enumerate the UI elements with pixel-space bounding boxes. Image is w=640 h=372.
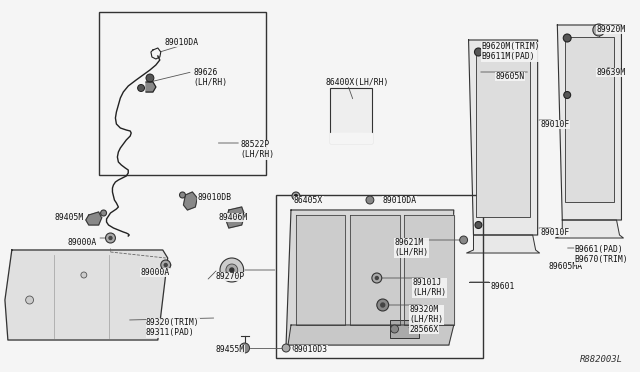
Circle shape <box>282 344 290 352</box>
Circle shape <box>366 196 374 204</box>
Circle shape <box>597 29 600 32</box>
Text: 89601: 89601 <box>490 282 515 291</box>
Text: 89605MA: 89605MA <box>548 262 582 271</box>
Circle shape <box>109 237 112 240</box>
Text: 89320(TRIM)
89311(PAD): 89320(TRIM) 89311(PAD) <box>146 318 200 337</box>
Circle shape <box>474 48 483 56</box>
Polygon shape <box>468 40 538 235</box>
Text: 89010F: 89010F <box>541 228 570 237</box>
Text: 89010DA: 89010DA <box>383 196 417 205</box>
Polygon shape <box>146 82 156 92</box>
Polygon shape <box>404 215 454 325</box>
Circle shape <box>294 195 298 198</box>
Text: 89010F: 89010F <box>541 120 570 129</box>
Text: 89320M
(LH/RH): 89320M (LH/RH) <box>410 305 444 324</box>
Text: 89000A: 89000A <box>67 238 97 247</box>
Text: 88522P
(LH/RH): 88522P (LH/RH) <box>241 140 275 159</box>
Text: 89010DB: 89010DB <box>197 193 232 202</box>
Text: 89270P: 89270P <box>215 272 244 281</box>
Circle shape <box>475 221 482 228</box>
Circle shape <box>100 210 106 216</box>
Circle shape <box>226 264 237 276</box>
Bar <box>276 195 483 358</box>
Circle shape <box>81 272 87 278</box>
Text: 89920M: 89920M <box>596 25 626 34</box>
Text: 89000A: 89000A <box>140 268 170 277</box>
Text: 89101J
(LH/RH): 89101J (LH/RH) <box>412 278 447 297</box>
Bar <box>390 320 419 338</box>
Text: 89639M: 89639M <box>596 68 626 77</box>
Text: B9620M(TRIM)
B9611M(PAD): B9620M(TRIM) B9611M(PAD) <box>481 42 540 61</box>
Circle shape <box>106 233 115 243</box>
Circle shape <box>377 299 388 311</box>
Polygon shape <box>556 220 623 238</box>
Polygon shape <box>296 215 345 325</box>
Circle shape <box>240 343 250 353</box>
Polygon shape <box>557 25 621 220</box>
Polygon shape <box>330 133 372 143</box>
Circle shape <box>292 192 300 200</box>
Circle shape <box>372 273 381 283</box>
Circle shape <box>390 325 399 333</box>
Circle shape <box>605 68 612 76</box>
Bar <box>99 12 266 175</box>
Bar <box>330 88 372 143</box>
Circle shape <box>161 260 171 270</box>
Circle shape <box>564 92 571 99</box>
Text: 89010DA: 89010DA <box>164 38 199 47</box>
Text: 28566X: 28566X <box>410 325 438 334</box>
Text: 89405M: 89405M <box>54 213 83 222</box>
Circle shape <box>26 296 33 304</box>
Circle shape <box>593 24 605 36</box>
Circle shape <box>563 34 571 42</box>
Circle shape <box>146 74 154 82</box>
Circle shape <box>138 84 145 92</box>
Polygon shape <box>288 325 454 345</box>
Circle shape <box>220 258 244 282</box>
Circle shape <box>293 345 299 351</box>
Text: B9661(PAD)
B9670(TRIM): B9661(PAD) B9670(TRIM) <box>574 245 628 264</box>
Circle shape <box>230 268 234 272</box>
Bar <box>565 37 614 202</box>
Polygon shape <box>86 212 102 225</box>
Text: 86400X(LH/RH): 86400X(LH/RH) <box>326 78 389 87</box>
Circle shape <box>180 192 186 198</box>
Polygon shape <box>184 192 197 210</box>
Polygon shape <box>5 250 168 340</box>
Bar <box>476 52 530 217</box>
Circle shape <box>381 303 385 307</box>
Text: 89406M: 89406M <box>219 213 248 222</box>
Polygon shape <box>350 215 399 325</box>
Circle shape <box>460 236 468 244</box>
Polygon shape <box>226 207 244 228</box>
Circle shape <box>164 263 167 266</box>
Text: 89621M
(LH/RH): 89621M (LH/RH) <box>395 238 429 257</box>
Text: 89605N: 89605N <box>495 72 524 81</box>
Text: 89626
(LH/RH): 89626 (LH/RH) <box>193 68 227 87</box>
Text: R882003L: R882003L <box>580 355 623 364</box>
Text: 86405X: 86405X <box>294 196 323 205</box>
Text: 89010D3: 89010D3 <box>294 345 328 354</box>
Polygon shape <box>467 235 540 253</box>
Circle shape <box>375 276 378 279</box>
Text: 89455M: 89455M <box>215 345 244 354</box>
Polygon shape <box>286 210 454 345</box>
